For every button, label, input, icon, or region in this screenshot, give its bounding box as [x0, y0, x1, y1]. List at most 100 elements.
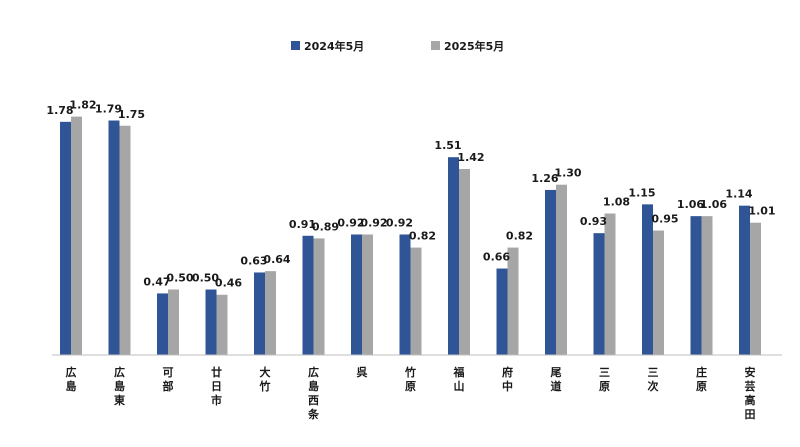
legend-label-2024: 2024年5月 [304, 39, 364, 53]
category-label-11-char-0: 三 [599, 366, 610, 379]
value-label-2024-5: 0.91 [289, 218, 316, 231]
bar-2024-14 [739, 205, 750, 355]
category-label-5-char-2: 西 [308, 394, 319, 407]
value-label-2024-7: 0.92 [386, 216, 413, 229]
category-label-10-char-0: 尾 [550, 366, 562, 379]
bar-2025-6 [362, 234, 373, 355]
value-label-2025-5: 0.89 [312, 220, 339, 233]
value-label-2024-14: 1.14 [725, 188, 752, 201]
bar-2024-11 [593, 233, 605, 355]
category-label-8-char-0: 福 [453, 365, 465, 379]
value-label-2025-12: 0.95 [651, 213, 678, 226]
category-label-3-char-1: 日 [211, 380, 222, 393]
value-label-2024-9: 0.66 [483, 251, 510, 264]
bar-2024-8 [448, 157, 459, 355]
value-label-2025-2: 0.50 [166, 272, 193, 285]
bar-2024-4 [254, 272, 265, 355]
category-label-14-char-1: 芸 [745, 379, 756, 393]
bar-2024-12 [642, 204, 653, 355]
category-label-14-char-2: 高 [745, 393, 756, 407]
category-label-5-char-0: 広 [308, 365, 319, 379]
value-label-2025-0: 1.82 [69, 99, 96, 112]
value-label-2025-9: 0.82 [506, 230, 533, 243]
value-label-2025-6: 0.92 [360, 216, 387, 229]
value-label-2025-1: 1.75 [118, 108, 145, 121]
category-label-14-char-0: 安 [745, 365, 756, 379]
category-label-4-char-0: 大 [260, 365, 271, 379]
bar-2025-13 [701, 216, 713, 355]
category-label-1-char-2: 東 [114, 393, 126, 407]
category-label-6-char-0: 呉 [357, 366, 368, 379]
legend: 2024年5月 2025年5月 [291, 39, 504, 53]
bar-2025-9 [507, 247, 519, 355]
bar-2025-5 [313, 238, 325, 355]
value-label-2024-3: 0.50 [192, 272, 219, 285]
value-label-2025-13: 1.06 [700, 198, 727, 211]
category-label-7-char-0: 竹 [404, 365, 416, 379]
bars-group [60, 116, 761, 355]
bar-2024-10 [545, 189, 556, 355]
value-label-2024-12: 1.15 [628, 186, 655, 199]
category-label-9-char-1: 中 [502, 379, 513, 393]
value-label-2025-3: 0.46 [215, 277, 242, 290]
value-labels-group: 1.781.821.791.750.470.500.500.460.630.64… [46, 99, 775, 290]
bar-2024-1 [108, 120, 120, 355]
bar-2025-0 [71, 116, 82, 355]
bar-2024-7 [399, 234, 411, 355]
category-label-1-char-1: 島 [114, 379, 125, 393]
category-label-12-char-0: 三 [648, 366, 659, 379]
legend-swatch-2024 [291, 41, 300, 50]
category-label-11-char-1: 原 [599, 380, 610, 393]
bar-2025-3 [216, 294, 228, 355]
category-label-2-char-1: 部 [163, 379, 174, 393]
category-label-7-char-1: 原 [405, 380, 416, 393]
category-label-3-char-0: 廿 [211, 365, 222, 379]
category-label-5-char-1: 島 [308, 379, 319, 393]
legend-label-2025: 2025年5月 [444, 39, 504, 53]
category-label-4-char-1: 竹 [259, 379, 271, 393]
category-label-0-char-1: 島 [66, 379, 77, 393]
bar-2024-6 [351, 234, 362, 355]
value-label-2025-4: 0.64 [263, 253, 290, 266]
value-label-2024-8: 1.51 [434, 139, 461, 152]
category-label-3-char-2: 市 [211, 393, 222, 407]
bar-2025-12 [653, 230, 664, 355]
category-label-13-char-1: 原 [696, 380, 707, 393]
bar-2025-4 [265, 271, 276, 355]
bar-2025-2 [168, 289, 179, 355]
bar-2024-2 [157, 293, 168, 355]
category-label-10-char-1: 道 [551, 379, 562, 393]
category-label-14-char-3: 田 [745, 408, 756, 421]
value-label-2025-14: 1.01 [748, 205, 775, 218]
bar-2025-1 [119, 125, 131, 355]
value-label-2024-2: 0.47 [143, 275, 170, 288]
value-label-2024-4: 0.63 [240, 254, 267, 267]
bar-2025-10 [556, 184, 567, 355]
value-label-2025-11: 1.08 [603, 196, 630, 209]
category-label-9-char-0: 府 [502, 365, 513, 379]
legend-swatch-2025 [431, 41, 440, 50]
value-label-2024-11: 0.93 [580, 215, 607, 228]
bar-2024-9 [496, 268, 508, 355]
bar-2024-13 [690, 216, 702, 355]
category-label-12-char-1: 次 [648, 379, 659, 393]
bar-2025-8 [459, 168, 470, 355]
bar-2025-11 [604, 213, 616, 355]
category-label-8-char-1: 山 [454, 379, 465, 393]
value-label-2024-1: 1.79 [95, 103, 122, 116]
bar-2025-14 [750, 222, 761, 355]
bar-2025-7 [410, 247, 422, 355]
value-label-2025-8: 1.42 [457, 151, 484, 164]
category-label-0-char-0: 広 [66, 365, 77, 379]
category-label-1-char-0: 広 [114, 365, 125, 379]
bar-2024-0 [60, 121, 71, 355]
value-label-2025-7: 0.82 [409, 230, 436, 243]
category-label-13-char-0: 庄 [696, 365, 707, 379]
bar-2024-5 [302, 235, 314, 355]
category-label-5-char-3: 条 [307, 407, 320, 421]
bar-2024-3 [205, 289, 217, 355]
value-label-2024-13: 1.06 [677, 198, 704, 211]
